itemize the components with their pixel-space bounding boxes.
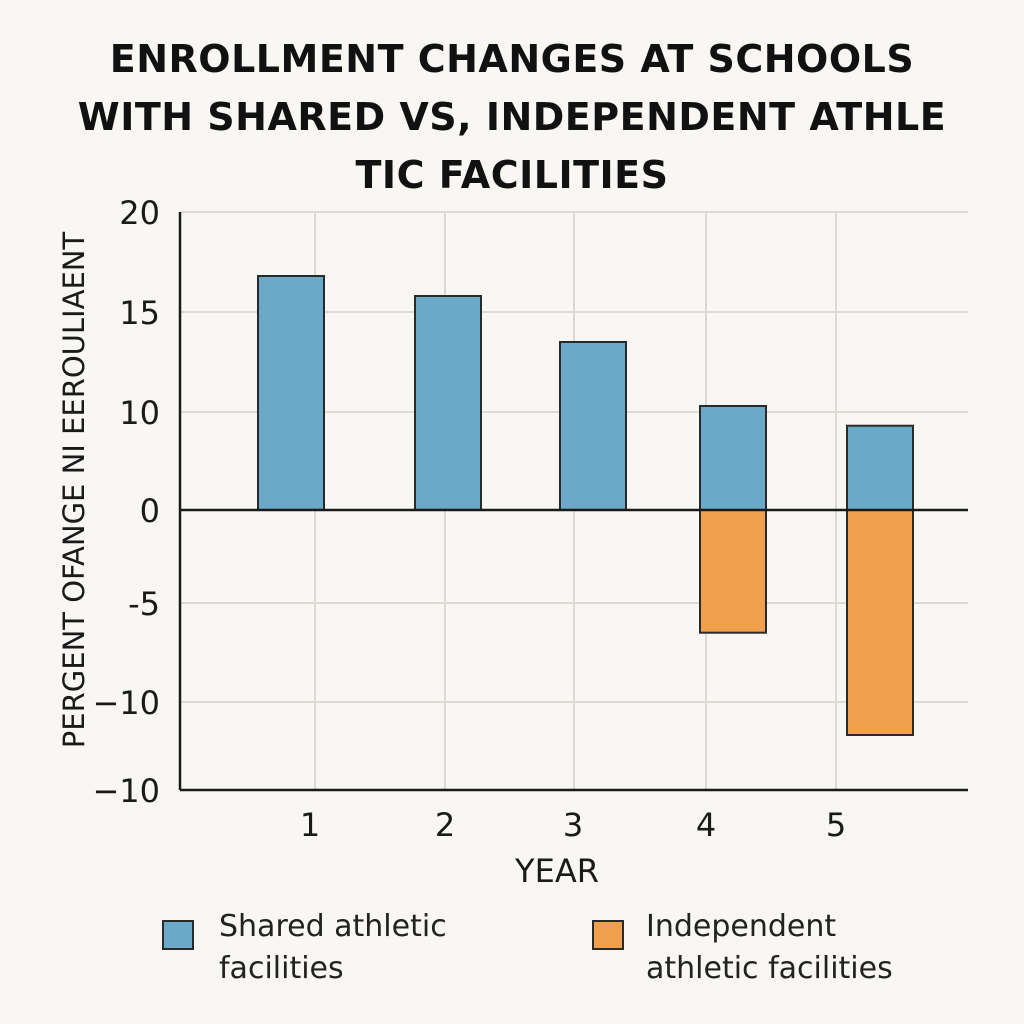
x-tick-label-4: 4	[696, 806, 716, 844]
tick-labels-group: 20 15 10 0 -5 −10 −10 1 2 3 4 5	[92, 194, 846, 844]
x-tick-label-2: 2	[435, 806, 455, 844]
bar-shared-year-2	[414, 295, 482, 511]
legend-label-shared: Shared athletic facilities	[219, 909, 447, 986]
y-tick-label: 10	[119, 394, 160, 432]
x-tick-label-5: 5	[826, 806, 846, 844]
x-tick-label-1: 1	[300, 806, 320, 844]
legend: Shared athletic facilities Independent a…	[0, 906, 1024, 996]
y-tick-label: 0	[140, 492, 160, 530]
y-axis-label: PERGENT OFANGE NI EEROULIAENT	[57, 232, 91, 749]
bar-shared-year-5	[846, 424, 914, 511]
y-tick-label: 15	[119, 294, 160, 332]
bar-shared-year-1	[257, 275, 325, 511]
y-tick-label: −10	[92, 772, 160, 810]
legend-swatch-shared	[162, 920, 194, 950]
legend-swatch-independent	[592, 920, 624, 950]
chart-title: ENROLLMENT CHANGES AT SCHOOLS WITH SHARE…	[40, 30, 984, 204]
chart-title-line-2: WITH SHARED VS, INDEPENDENT ATHLE	[77, 95, 947, 139]
axes-group	[178, 212, 968, 792]
legend-label-independent: Independent athletic facilities	[646, 909, 893, 986]
bar-shared-year-3	[559, 341, 627, 511]
chart-title-line-1: ENROLLMENT CHANGES AT SCHOOLS	[109, 37, 915, 81]
bar-independent-year-5	[846, 509, 914, 736]
x-tick-label-3: 3	[563, 806, 583, 844]
x-axis-label: YEAR	[514, 852, 599, 890]
bar-independent-year-4	[699, 509, 767, 634]
y-tick-label: 20	[119, 194, 160, 232]
y-tick-label: -5	[128, 585, 160, 623]
chart-title-line-3: TIC FACILITIES	[355, 153, 669, 197]
y-tick-label: −10	[92, 684, 160, 722]
bar-shared-year-4	[699, 405, 767, 511]
bars-group	[257, 275, 914, 736]
